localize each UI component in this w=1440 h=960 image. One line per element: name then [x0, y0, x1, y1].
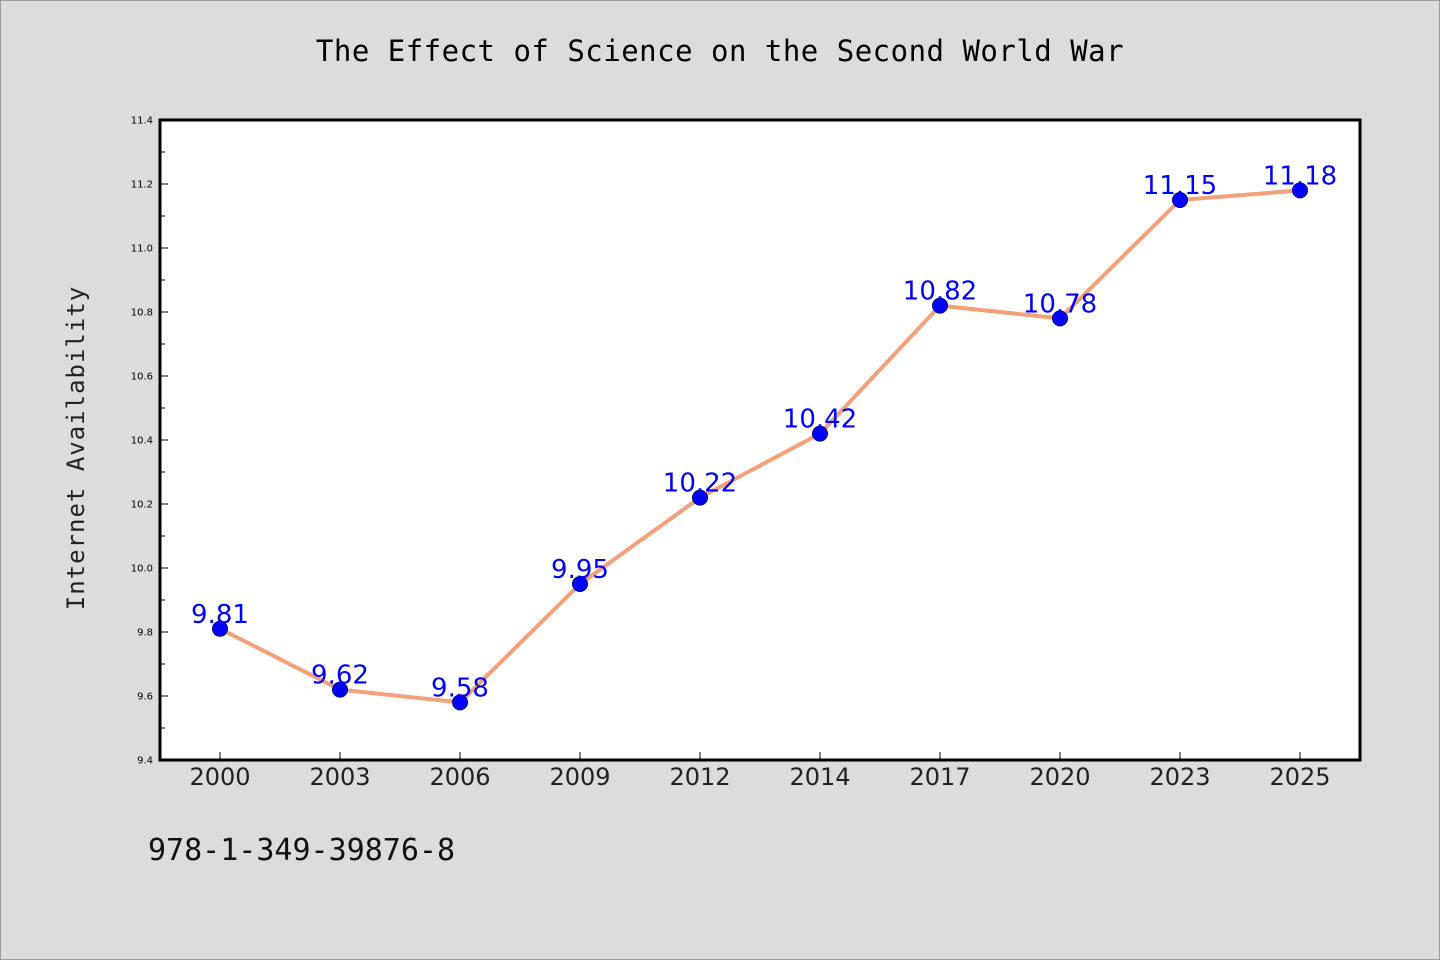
y-tick-label: 9.4	[137, 756, 153, 767]
data-label: 10.42	[783, 405, 857, 435]
data-point	[1052, 310, 1068, 327]
data-label: 9.58	[431, 673, 489, 703]
x-tick-label: 2009	[549, 763, 610, 791]
x-tick-label: 2017	[909, 763, 970, 791]
data-point	[572, 576, 588, 592]
y-tick-label: 10.2	[131, 500, 153, 511]
series-line	[218, 188, 1302, 705]
chart-title: The Effect of Science on the Second Worl…	[315, 34, 1125, 68]
x-tick-label: 2020	[1029, 763, 1090, 791]
data-label: 9.62	[311, 661, 369, 691]
data-label: 11.15	[1143, 171, 1217, 201]
x-tick-label: 2025	[1269, 763, 1330, 791]
x-tick-label: 2023	[1149, 763, 1210, 791]
data-point	[452, 694, 468, 711]
y-tick-label: 9.6	[137, 692, 153, 703]
y-tick-label: 10.0	[131, 564, 153, 575]
y-tick-label: 10.4	[131, 436, 153, 447]
data-point	[332, 681, 348, 698]
y-tick-label: 10.6	[131, 372, 153, 383]
x-tick-label: 2012	[669, 763, 730, 791]
footer-code: 978-1-349-39876-8	[148, 833, 456, 868]
data-label: 9.81	[191, 600, 249, 630]
data-point	[932, 297, 948, 314]
series-layer: 9.81 9.62 9.58 9.95 10.22 10.42 10.82 10.78 11.1…	[191, 161, 1337, 711]
data-point	[212, 620, 228, 637]
plot-frame	[158, 118, 1362, 762]
x-axis: 2000 2003 2006 2009 2012 2014 2017 2020 2023 2025	[189, 752, 1331, 791]
x-tick-label: 2000	[189, 763, 250, 791]
data-point	[1172, 192, 1188, 208]
data-label: 9.95	[551, 555, 609, 585]
data-label: 10.78	[1023, 289, 1097, 319]
x-tick-label: 2014	[789, 763, 850, 791]
data-label: 10.82	[903, 277, 977, 307]
x-tick-label: 2006	[429, 763, 490, 791]
x-tick-label: 2003	[309, 763, 370, 791]
data-label: 11.18	[1263, 161, 1337, 191]
plot-area	[160, 120, 1360, 760]
data-point	[812, 425, 828, 442]
y-tick-label: 11.2	[131, 180, 153, 191]
data-point	[692, 489, 708, 506]
y-tick-label: 9.8	[137, 628, 153, 639]
y-tick-label: 10.8	[131, 308, 153, 319]
data-label: 10.22	[663, 469, 737, 499]
y-tick-label: 11.0	[131, 244, 153, 255]
y-tick-label: 11.4	[131, 116, 153, 127]
data-point	[1292, 182, 1308, 199]
